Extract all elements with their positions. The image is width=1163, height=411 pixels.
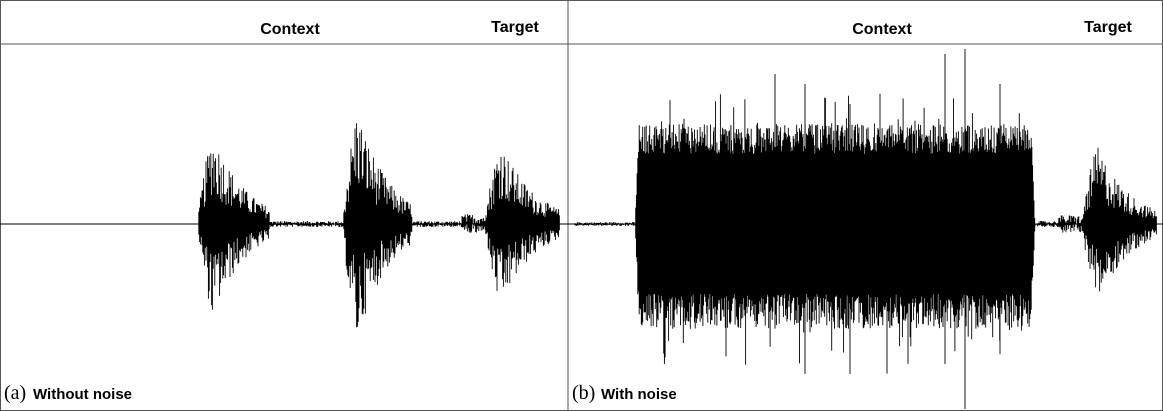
caption-text: Without noise [33, 386, 132, 403]
caption-text: With noise [601, 386, 677, 403]
caption-letter: (b) [572, 382, 595, 404]
context-label: Context [260, 21, 320, 38]
context-label: Context [852, 21, 912, 38]
waveforms [198, 49, 1157, 409]
waveform [198, 49, 1157, 409]
target-label: Target [491, 19, 539, 36]
caption-letter: (a) [4, 382, 26, 404]
target-label: Target [1084, 19, 1132, 36]
